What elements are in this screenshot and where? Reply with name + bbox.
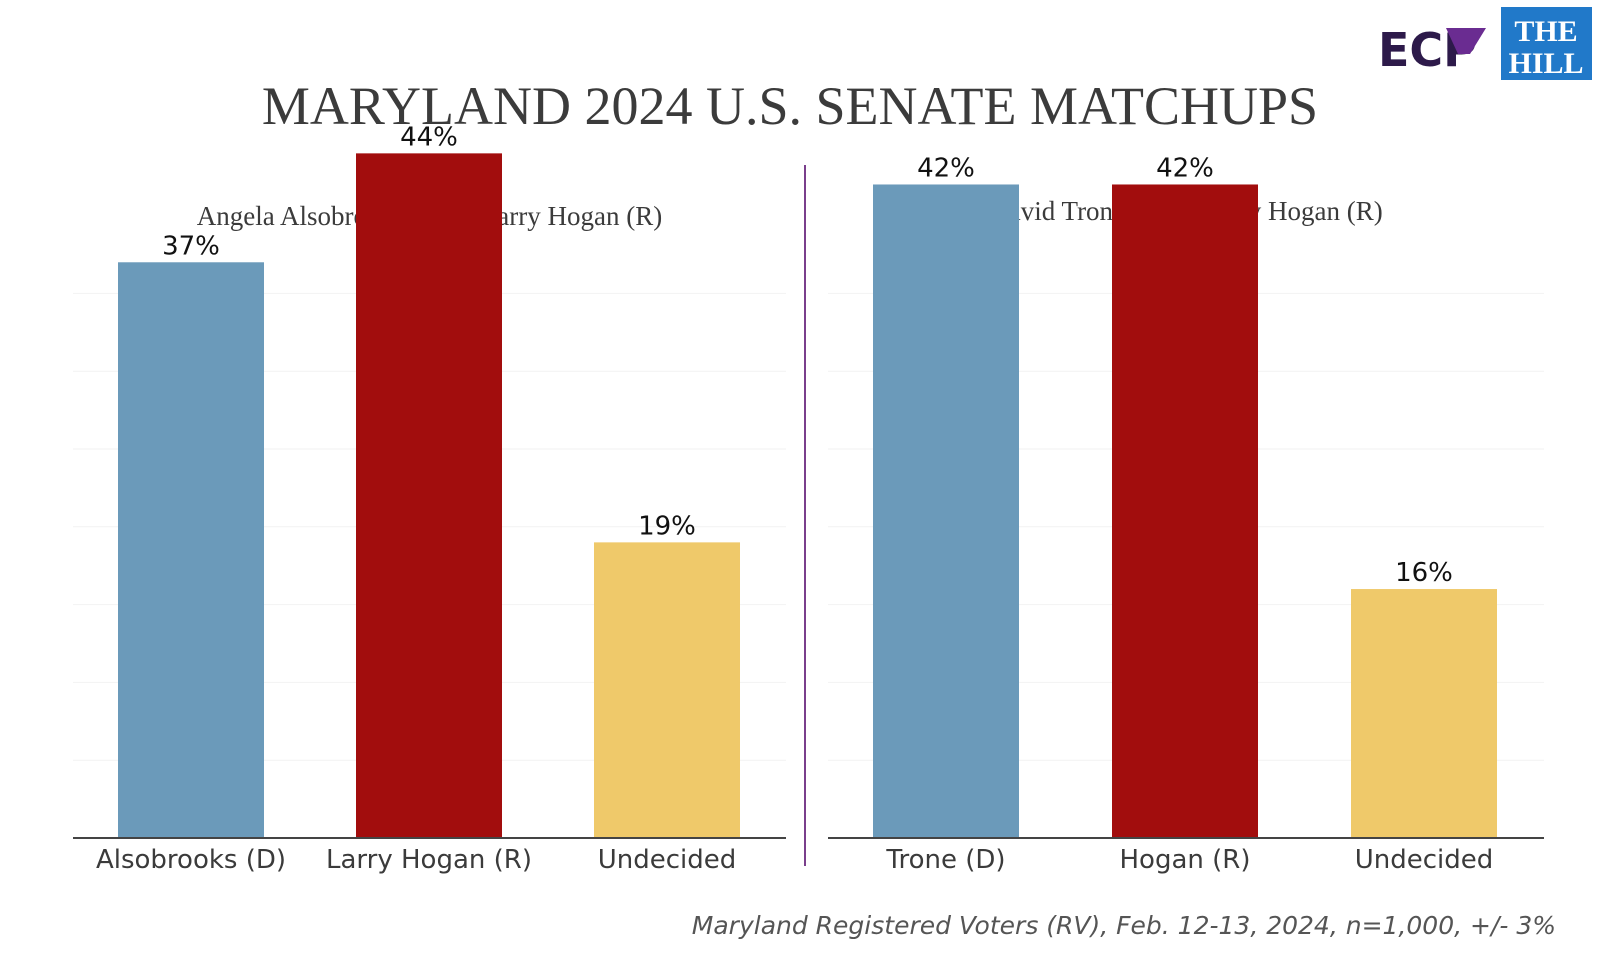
the-hill-logo: THE HILL bbox=[1501, 7, 1592, 80]
bar-undecided bbox=[594, 542, 740, 838]
main-title: MARYLAND 2024 U.S. SENATE MATCHUPS bbox=[262, 76, 1318, 136]
the-hill-logo-line2: HILL bbox=[1508, 47, 1583, 80]
value-label-trone-d: 42% bbox=[917, 153, 975, 183]
value-label-undecided: 16% bbox=[1395, 558, 1453, 588]
panel-alsobrooks-vs-hogan: Angela Alsobrooks (D) v. Larry Hogan (R)… bbox=[73, 122, 786, 875]
the-hill-logo-line1: THE bbox=[1514, 15, 1577, 48]
value-label-larry-hogan-r: 44% bbox=[400, 122, 458, 152]
category-label-larry-hogan-r: Larry Hogan (R) bbox=[326, 845, 532, 875]
value-label-alsobrooks-d: 37% bbox=[162, 231, 220, 261]
category-label-hogan-r: Hogan (R) bbox=[1120, 845, 1251, 875]
category-label-undecided: Undecided bbox=[1355, 845, 1494, 875]
ecp-check-icon bbox=[1446, 28, 1486, 54]
bar-alsobrooks-d bbox=[118, 262, 264, 838]
panel-trone-vs-hogan: David Trone (D) v. Larry Hogan (R)42%Tro… bbox=[828, 153, 1544, 875]
category-label-alsobrooks-d: Alsobrooks (D) bbox=[96, 845, 286, 875]
bar-hogan-r bbox=[1112, 184, 1258, 839]
value-label-hogan-r: 42% bbox=[1156, 153, 1214, 183]
bar-larry-hogan-r bbox=[356, 153, 502, 839]
ecp-logo: ECP bbox=[1378, 23, 1486, 77]
value-label-undecided: 19% bbox=[638, 511, 696, 541]
bar-undecided bbox=[1351, 589, 1497, 838]
bar-trone-d bbox=[873, 184, 1019, 839]
the-hill-logo-box bbox=[1501, 7, 1592, 80]
footnote: Maryland Registered Voters (RV), Feb. 12… bbox=[692, 911, 1556, 940]
category-label-trone-d: Trone (D) bbox=[885, 845, 1005, 875]
category-label-undecided: Undecided bbox=[598, 845, 737, 875]
